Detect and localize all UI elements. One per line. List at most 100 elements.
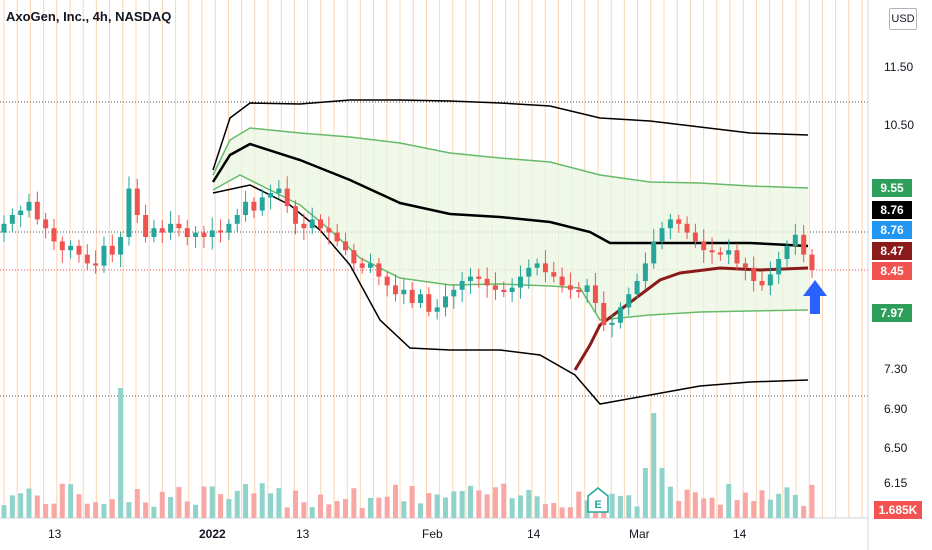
outer-band-lower (212, 184, 809, 405)
candle-body (193, 232, 199, 237)
volume-bar (226, 499, 232, 518)
candle-body (343, 241, 349, 251)
volume-bar (351, 488, 357, 518)
volume-bar (284, 507, 290, 518)
volume-bar (268, 493, 274, 518)
volume-bar (442, 497, 448, 518)
time-tick-label: Mar (629, 527, 650, 541)
volume-bar (492, 487, 498, 518)
price-tag: 8.76 (872, 201, 912, 219)
volume-bar (234, 490, 240, 518)
candle-body (542, 263, 548, 273)
time-tick-label: 13 (48, 527, 62, 541)
candle-body (709, 250, 715, 253)
volume-bar (26, 488, 32, 518)
volume-bar (659, 468, 665, 518)
candle-body (34, 201, 40, 220)
candle-body (284, 188, 290, 207)
candle-body (726, 250, 732, 255)
volume-bar (101, 504, 107, 518)
volume-bar (193, 504, 199, 518)
candle-body (234, 215, 240, 224)
candle-body (484, 278, 490, 286)
price-tag: 7.97 (872, 304, 912, 322)
candle-body (751, 267, 757, 281)
volume-bar (642, 468, 648, 518)
candle-body (118, 237, 124, 255)
volume-bar (118, 388, 124, 518)
candle-body (809, 254, 815, 270)
chart-title: AxoGen, Inc., 4h, NASDAQ (6, 9, 172, 24)
candle-body (584, 285, 590, 292)
moving-average-line (573, 266, 809, 371)
candle-body (626, 294, 632, 308)
candle-body (384, 276, 390, 286)
volume-bar (476, 490, 482, 518)
volume-bar (734, 499, 740, 518)
volume-bar (401, 501, 407, 518)
volume-bar (434, 494, 440, 518)
volume-bar (567, 507, 573, 518)
volume-bar (467, 485, 473, 518)
candle-body (259, 197, 265, 211)
candle-body (442, 296, 448, 308)
volume-bar (726, 483, 732, 518)
price-tick-label: 6.50 (884, 441, 908, 455)
candle-body (534, 263, 540, 268)
candle-body (18, 210, 24, 215)
currency-button[interactable]: USD (889, 8, 917, 30)
inner-band-upper (212, 127, 809, 189)
candle-body (467, 276, 473, 281)
candle-body (176, 223, 182, 229)
candle-body (359, 263, 365, 268)
price-tag: 9.55 (872, 179, 912, 197)
candle-body (576, 289, 582, 292)
earnings-label: E (594, 499, 601, 511)
candle-body (51, 228, 57, 242)
earnings-icon (587, 487, 609, 513)
volume-bar (368, 497, 374, 518)
candle-body (126, 188, 132, 237)
candle-body (659, 228, 665, 242)
volume-bar (301, 502, 307, 518)
candle-body (1, 223, 7, 233)
volume-bar (68, 484, 74, 518)
volume-bar (517, 495, 523, 518)
volume-bar (584, 500, 590, 518)
volume-bar (59, 483, 65, 518)
candle-body (417, 294, 423, 303)
volume-bar (526, 489, 532, 518)
candle-body (767, 274, 773, 286)
volume-bar (393, 484, 399, 518)
volume-bar (18, 493, 24, 518)
volume-bar (1, 505, 7, 518)
candle-body (551, 272, 557, 277)
candle-body (459, 281, 465, 290)
candle-body (701, 241, 707, 251)
volume-bar (276, 488, 282, 518)
volume-bar (651, 413, 657, 518)
candle-body (492, 285, 498, 290)
candle-body (717, 252, 723, 255)
volume-bar (759, 490, 765, 518)
candle-body (667, 219, 673, 229)
volume-bar (426, 492, 432, 518)
volume-bar (343, 499, 349, 518)
volume-bar (784, 487, 790, 518)
candle-body (318, 219, 324, 229)
candle-body (334, 232, 340, 242)
price-tick-label: 10.50 (884, 118, 915, 132)
volume-bar (93, 502, 99, 518)
volume-bar (801, 505, 807, 518)
candle-body (426, 294, 432, 312)
candle-body (567, 285, 573, 290)
price-tick-label: 7.30 (884, 362, 908, 376)
volume-bar (384, 496, 390, 518)
volume-bar (201, 486, 207, 518)
candle-body (184, 228, 190, 237)
volume-bar (509, 498, 515, 518)
candle-body (734, 250, 740, 264)
candle-body (26, 201, 32, 211)
